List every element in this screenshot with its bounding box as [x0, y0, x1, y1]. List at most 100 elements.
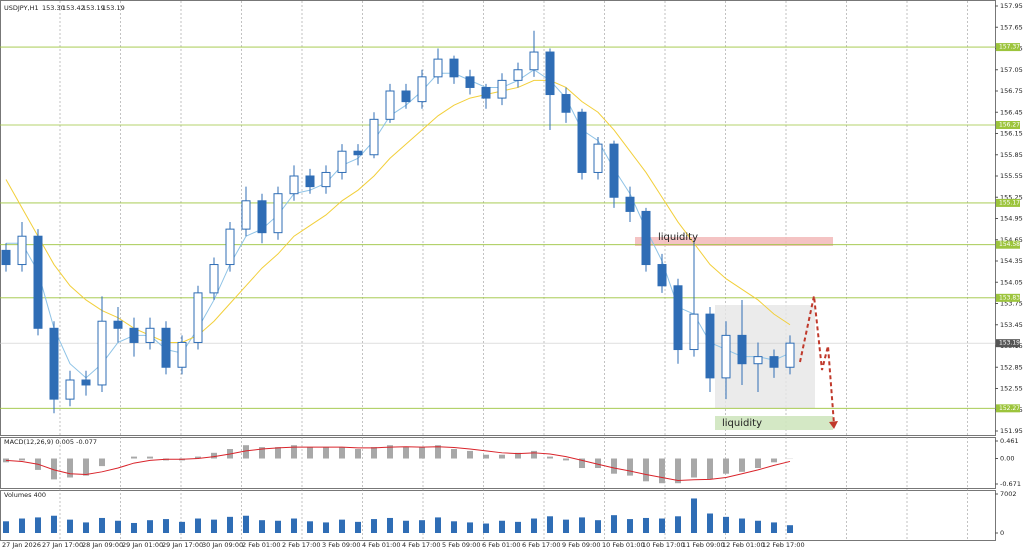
candle-body — [1, 249, 11, 266]
volume-bar — [403, 520, 409, 533]
volume-bar — [755, 520, 761, 533]
macd-bar — [243, 445, 249, 459]
candle-body — [609, 143, 619, 198]
volume-frame — [0, 490, 996, 541]
macd-bar — [83, 458, 89, 476]
volume-bar — [147, 520, 153, 533]
candle-body — [785, 342, 795, 368]
macd-bar — [771, 458, 777, 463]
volume-bar — [227, 516, 233, 533]
volume-bar — [435, 517, 441, 533]
level-tag — [996, 293, 1020, 302]
candle-body — [209, 264, 219, 294]
level-tag — [996, 121, 1020, 129]
x-tick-label: 6 Feb 01:00 — [482, 541, 521, 549]
y-tick-label: 152.85 — [1000, 363, 1023, 371]
y-tick-label: 156.45 — [1000, 108, 1023, 116]
level-tag — [996, 198, 1020, 207]
candle-body — [513, 69, 523, 81]
volume-title: Volumes 400 — [4, 491, 46, 499]
x-tick-label: 27 Jan 2026 — [2, 541, 41, 549]
volume-bar — [243, 515, 249, 533]
macd-bar — [99, 458, 105, 467]
liquidity-zone-top — [635, 237, 833, 246]
x-tick-label: 5 Feb 09:00 — [442, 541, 481, 549]
macd-bar — [291, 445, 297, 459]
x-tick-label: 30 Jan 09:00 — [202, 541, 243, 549]
candle-body — [241, 200, 251, 230]
y-tick-label: -0.671 — [1000, 480, 1021, 488]
macd-bar — [707, 458, 713, 480]
volume-bar — [371, 519, 377, 533]
macd-bar — [147, 456, 153, 459]
candle-body — [81, 379, 91, 386]
volume-bar — [579, 517, 585, 533]
x-tick-label: 12 Feb 17:00 — [762, 541, 805, 549]
macd-bar — [275, 447, 281, 459]
candle-body — [721, 334, 731, 379]
candle-body — [657, 264, 667, 287]
x-tick-label: 10 Feb 01:00 — [602, 541, 645, 549]
macd-bar — [131, 456, 137, 459]
candle-body — [593, 143, 603, 173]
x-tick-label: 4 Feb 01:00 — [362, 541, 401, 549]
liquidity-zone-bottom — [715, 416, 833, 430]
volume-bar — [323, 522, 329, 533]
candle-body — [385, 90, 395, 120]
y-tick-label: 0 — [1000, 529, 1004, 537]
candle-body — [529, 51, 539, 71]
volume-bar — [595, 520, 601, 533]
volume-bar — [19, 518, 25, 533]
candle-body — [369, 118, 379, 156]
macd-bar — [339, 447, 345, 459]
macd-bar — [499, 454, 505, 459]
moving-average — [5, 79, 791, 343]
macd-bar — [467, 450, 473, 459]
candle-body — [17, 235, 27, 266]
volume-bar — [355, 521, 361, 533]
level-label: 157.37 — [999, 44, 1020, 51]
macd-bar — [659, 458, 665, 484]
macd-bar — [483, 454, 489, 459]
candle-body — [465, 76, 475, 88]
candle-body — [769, 356, 779, 368]
volume-bar — [627, 519, 633, 533]
y-tick-label: 153.75 — [1000, 300, 1023, 308]
candle-body — [177, 341, 187, 368]
candle-body — [161, 327, 171, 368]
candle-body — [273, 193, 283, 234]
macd-bar — [259, 447, 265, 459]
y-tick-label: 7002 — [1000, 490, 1017, 498]
y-tick-label: 154.95 — [1000, 215, 1023, 223]
candle-body — [289, 175, 299, 195]
x-tick-label: 2 Feb 17:00 — [282, 541, 321, 549]
macd-bar — [51, 458, 57, 480]
macd-bar — [611, 458, 617, 474]
candle-body — [625, 196, 635, 212]
macd-bar — [403, 447, 409, 459]
candle-body — [113, 320, 123, 329]
macd-bar — [419, 447, 425, 459]
macd-bar — [579, 458, 585, 469]
macd-bar — [675, 458, 681, 484]
candle-body — [193, 292, 203, 343]
level-label: 156.27 — [999, 122, 1020, 129]
y-tick-label: 155.25 — [1000, 193, 1023, 201]
candle-body — [689, 313, 699, 351]
candle-body — [225, 228, 235, 266]
volume-bar — [483, 523, 489, 533]
macd-bar — [435, 445, 441, 459]
moving-average — [6, 69, 791, 379]
x-tick-label: 29 Jan 01:00 — [122, 541, 163, 549]
ohlc-value: 153.19 — [102, 4, 125, 12]
x-tick-label: 6 Feb 17:00 — [522, 541, 561, 549]
y-tick-label: 155.55 — [1000, 172, 1023, 180]
volume-bar — [499, 520, 505, 533]
volume-bar — [419, 520, 425, 533]
current-price-tag — [996, 339, 1020, 348]
macd-bar — [451, 449, 457, 459]
candle-body — [481, 86, 491, 99]
candle-body — [705, 313, 715, 379]
